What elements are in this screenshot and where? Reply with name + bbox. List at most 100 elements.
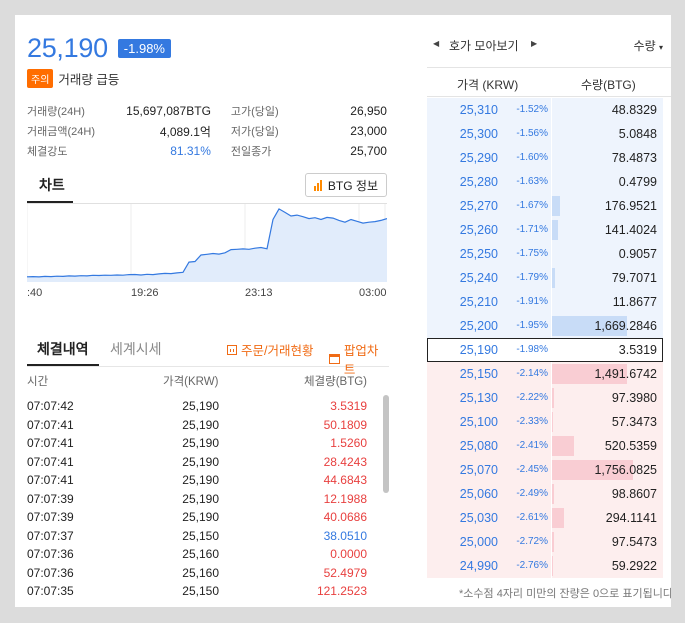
- trade-price: 25,190: [182, 491, 219, 506]
- orderbook-price: 25,190: [459, 343, 498, 357]
- orderbook-row-current[interactable]: 25,190 -1.98% 3.5319: [427, 338, 663, 362]
- orderbook-qty: 176.9521: [604, 199, 657, 213]
- orderbook-nav: ◀ 호가 모아보기 ▶ 수량 ▾: [427, 37, 671, 57]
- price-chart[interactable]: [27, 203, 387, 282]
- stat-label: 거래금액(24H): [27, 126, 95, 138]
- orderbook-depth-bar: [552, 460, 633, 480]
- tab-chart[interactable]: 차트: [39, 177, 65, 193]
- trade-row: 07:07:41 25,190 28.4243: [27, 453, 373, 472]
- orderbook-header: 가격 (KRW) 수량(BTG): [427, 67, 671, 97]
- quantity-select[interactable]: 수량 ▾: [634, 37, 663, 54]
- orderbook-row-ask[interactable]: 25,280 -1.63% 0.4799: [427, 170, 663, 194]
- orderbook-qty: 5.0848: [618, 127, 657, 141]
- stat-label: 고가(당일): [230, 106, 279, 118]
- orderbook-row-bid[interactable]: 25,080 -2.41% 520.5359: [427, 434, 663, 458]
- orderbook-qty-cell: 57.3473: [552, 410, 663, 434]
- orderbook-list: 25,310 -1.52% 48.8329 25,300 -1.56% 5.0848 25,…: [427, 98, 663, 578]
- trade-list[interactable]: 07:07:42 25,190 3.5319 07:07:41 25,190 50.180…: [27, 397, 373, 607]
- caret-right-icon[interactable]: ▶: [531, 39, 538, 48]
- orderbook-qty-cell: 98.8607: [552, 482, 663, 506]
- orderbook-change: -2.41%: [516, 440, 548, 451]
- price-header: 25,190 -1.98%: [27, 33, 171, 64]
- orderbook-change: -2.22%: [516, 392, 548, 403]
- trade-qty: 52.4979: [323, 565, 367, 580]
- stat-label: 전일종가: [230, 146, 272, 158]
- trade-time: 07:07:41: [27, 436, 74, 450]
- trade-qty: 44.6843: [323, 473, 367, 487]
- orderbook-row-ask[interactable]: 25,200 -1.95% 1,669.2846: [427, 314, 663, 338]
- trade-row: 07:07:36 25,160 52.4979: [27, 564, 373, 583]
- orderbook-qty: 3.5319: [618, 343, 657, 357]
- orderbook-depth-bar: [552, 556, 553, 576]
- trade-price: 25,190: [182, 417, 219, 432]
- orderbook-row-ask[interactable]: 25,300 -1.56% 5.0848: [427, 122, 663, 146]
- orderbook-row-bid[interactable]: 25,060 -2.49% 98.8607: [427, 482, 663, 506]
- orderbook-row-bid[interactable]: 25,000 -2.72% 97.5473: [427, 530, 663, 554]
- orderbook-qty-cell: 294.1141: [552, 506, 663, 530]
- chevron-down-icon: ▾: [658, 43, 663, 52]
- col-qty: 체결량(BTG): [303, 376, 367, 388]
- orderbook-price-cell: 25,130 -2.22%: [427, 386, 551, 410]
- tab-trade-history[interactable]: 체결내역: [37, 341, 89, 357]
- trade-list-scrollbar[interactable]: [383, 395, 389, 493]
- orderbook-price: 25,070: [459, 463, 498, 477]
- orderbook-qty-cell: 1,669.2846: [552, 314, 663, 338]
- orderbook-row-ask[interactable]: 25,270 -1.67% 176.9521: [427, 194, 663, 218]
- orderbook-panel: ◀ 호가 모아보기 ▶ 수량 ▾ 가격 (KRW) 수량(BTG) 25,310…: [427, 15, 671, 607]
- orderbook-qty: 48.8329: [611, 103, 657, 117]
- orderbook-row-ask[interactable]: 25,290 -1.60% 78.4873: [427, 146, 663, 170]
- orderbook-qty-cell: 1,491.6742: [552, 362, 663, 386]
- orderbook-qty-cell: 59.2922: [552, 554, 663, 578]
- orderbook-price: 25,000: [459, 535, 498, 549]
- order-status-link[interactable]: 주문/거래현황: [227, 340, 313, 359]
- orderbook-price: 25,250: [459, 247, 498, 261]
- orderbook-depth-bar: [552, 196, 560, 216]
- orderbook-change: -1.91%: [516, 296, 548, 307]
- orderbook-row-ask[interactable]: 25,260 -1.71% 141.4024: [427, 218, 663, 242]
- caret-left-icon[interactable]: ◀: [433, 39, 440, 48]
- popup-chart-link[interactable]: 팝업차트: [329, 340, 389, 378]
- trade-price: 25,190: [182, 510, 219, 524]
- orderbook-change: -1.95%: [516, 320, 548, 331]
- trade-tabs: 체결내역 세계시세 주문/거래현황 팝업차트: [27, 337, 389, 377]
- stat-label: 저가(당일): [230, 126, 279, 138]
- orderbook-row-ask[interactable]: 25,240 -1.79% 79.7071: [427, 266, 663, 290]
- orderbook-row-ask[interactable]: 25,310 -1.52% 48.8329: [427, 98, 663, 122]
- stat-line: 거래금액(24H) 4,089.1억 저가(당일) 23,000: [27, 121, 387, 141]
- trade-price: 25,190: [182, 436, 219, 450]
- orderbook-price-cell: 25,030 -2.61%: [427, 506, 551, 530]
- stat-value: 26,950: [350, 104, 387, 118]
- orderbook-row-bid[interactable]: 25,130 -2.22% 97.3980: [427, 386, 663, 410]
- trade-price: 25,160: [182, 565, 219, 580]
- orderbook-row-ask[interactable]: 25,210 -1.91% 11.8677: [427, 290, 663, 314]
- change-rate-badge: -1.98%: [117, 39, 171, 58]
- orderbook-row-bid[interactable]: 24,990 -2.76% 59.2922: [427, 554, 663, 578]
- chart-x-axis: :40 19:26 23:13 03:00: [27, 287, 387, 301]
- orderbook-row-bid[interactable]: 25,070 -2.45% 1,756.0825: [427, 458, 663, 482]
- orderbook-row-bid[interactable]: 25,150 -2.14% 1,491.6742: [427, 362, 663, 386]
- trade-time: 07:07:41: [27, 417, 74, 432]
- trade-time: 07:07:36: [27, 565, 74, 580]
- chart-area: [27, 208, 387, 282]
- bar-chart-icon: [313, 179, 323, 191]
- tab-world-price[interactable]: 세계시세: [110, 341, 162, 357]
- stat-label: 거래량(24H): [27, 106, 85, 118]
- orderbook-qty-cell: 520.5359: [552, 434, 663, 458]
- orderbook-qty: 0.4799: [618, 175, 657, 189]
- orderbook-qty-cell: 5.0848: [552, 122, 663, 146]
- orderbook-price-cell: 25,270 -1.67%: [427, 194, 551, 218]
- orderbook-change: -1.79%: [516, 272, 548, 283]
- orderbook-change: -1.98%: [516, 344, 548, 355]
- stat-line: 거래량(24H) 15,697,087BTG 고가(당일) 26,950: [27, 101, 387, 121]
- orderbook-row-bid[interactable]: 25,100 -2.33% 57.3473: [427, 410, 663, 434]
- stat-line: 체결강도 81.31% 전일종가 25,700: [27, 141, 387, 161]
- trade-qty: 12.1988: [323, 491, 367, 506]
- orderbook-change: -2.14%: [516, 368, 548, 379]
- orderbook-row-bid[interactable]: 25,030 -2.61% 294.1141: [427, 506, 663, 530]
- orderbook-row-ask[interactable]: 25,250 -1.75% 0.9057: [427, 242, 663, 266]
- orderbook-qty-cell: 48.8329: [552, 98, 663, 122]
- popup-chart-label: 팝업차트: [343, 344, 379, 377]
- orderbook-change: -1.67%: [516, 200, 548, 211]
- coin-info-button[interactable]: BTG 정보: [304, 173, 387, 197]
- orderbook-qty: 78.4873: [611, 151, 657, 165]
